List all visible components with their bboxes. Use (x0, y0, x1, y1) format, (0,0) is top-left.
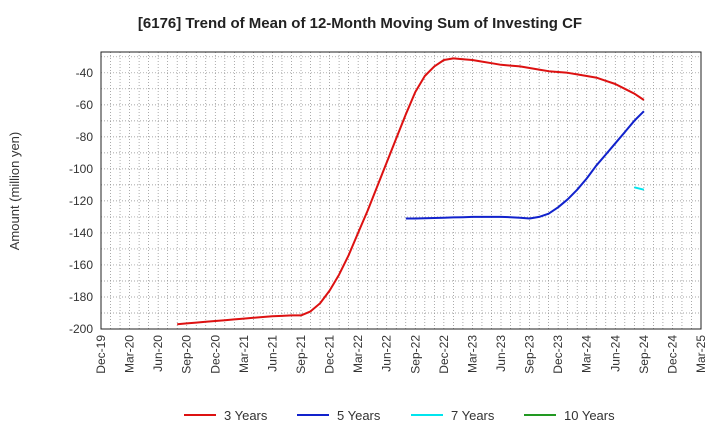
x-tick-label: Sep-20 (180, 335, 194, 374)
y-tick-label: -120 (69, 194, 93, 208)
y-tick-label: -140 (69, 226, 93, 240)
grid (101, 52, 701, 329)
x-tick-label: Sep-23 (523, 335, 537, 374)
x-tick-label: Dec-19 (94, 335, 108, 374)
plot-area (100, 51, 702, 330)
chart-title: [6176] Trend of Mean of 12-Month Moving … (138, 15, 582, 32)
x-tick-label: Jun-23 (494, 335, 508, 372)
x-tick-label: Dec-23 (551, 335, 565, 374)
y-tick-label: -200 (69, 322, 93, 336)
x-tick-label: Sep-21 (294, 335, 308, 374)
x-tick-label: Jun-24 (608, 335, 622, 372)
x-tick-label: Mar-21 (237, 335, 251, 373)
y-tick-label: -180 (69, 290, 93, 304)
y-tick-label: -40 (76, 66, 94, 80)
x-tick-label: Sep-22 (408, 335, 422, 374)
x-tick-label: Sep-24 (637, 335, 651, 374)
legend-item: 7 Years (411, 408, 495, 423)
legend-label: 7 Years (451, 408, 495, 423)
x-tick-label: Mar-22 (351, 335, 365, 373)
x-tick-label: Dec-24 (665, 335, 679, 374)
y-tick-label: -80 (76, 130, 94, 144)
x-tick-label: Dec-21 (323, 335, 337, 374)
x-axis: Dec-19 Mar-20 Jun-20 Sep-20 Dec-20 Mar-21 Jun-… (94, 335, 708, 374)
x-tick-label: Mar-24 (580, 335, 594, 373)
y-axis-label: Amount (million yen) (7, 132, 22, 251)
legend-item: 10 Years (524, 408, 615, 423)
y-tick-label: -160 (69, 258, 93, 272)
legend-item: 3 Years (184, 408, 268, 423)
y-tick-label: -60 (76, 98, 94, 112)
x-tick-label: Mar-20 (123, 335, 137, 373)
x-tick-label: Jun-20 (151, 335, 165, 372)
x-tick-label: Mar-23 (465, 335, 479, 373)
series-line (177, 57, 645, 326)
series-line (634, 186, 645, 191)
legend: 3 Years 5 Years 7 Years 10 Years (184, 408, 615, 423)
x-tick-label: Jun-22 (380, 335, 394, 372)
x-tick-label: Dec-20 (208, 335, 222, 374)
legend-label: 3 Years (224, 408, 268, 423)
series-lines (177, 57, 645, 326)
legend-label: 5 Years (337, 408, 381, 423)
legend-label: 10 Years (564, 408, 615, 423)
series-line (405, 110, 645, 220)
y-tick-label: -100 (69, 162, 93, 176)
x-tick-label: Mar-25 (694, 335, 708, 373)
x-tick-label: Jun-21 (265, 335, 279, 372)
legend-item: 5 Years (297, 408, 381, 423)
x-tick-label: Dec-22 (437, 335, 451, 374)
y-axis: -200 -180 -160 -140 -120 -100 -80 -60 -40 (69, 66, 93, 336)
